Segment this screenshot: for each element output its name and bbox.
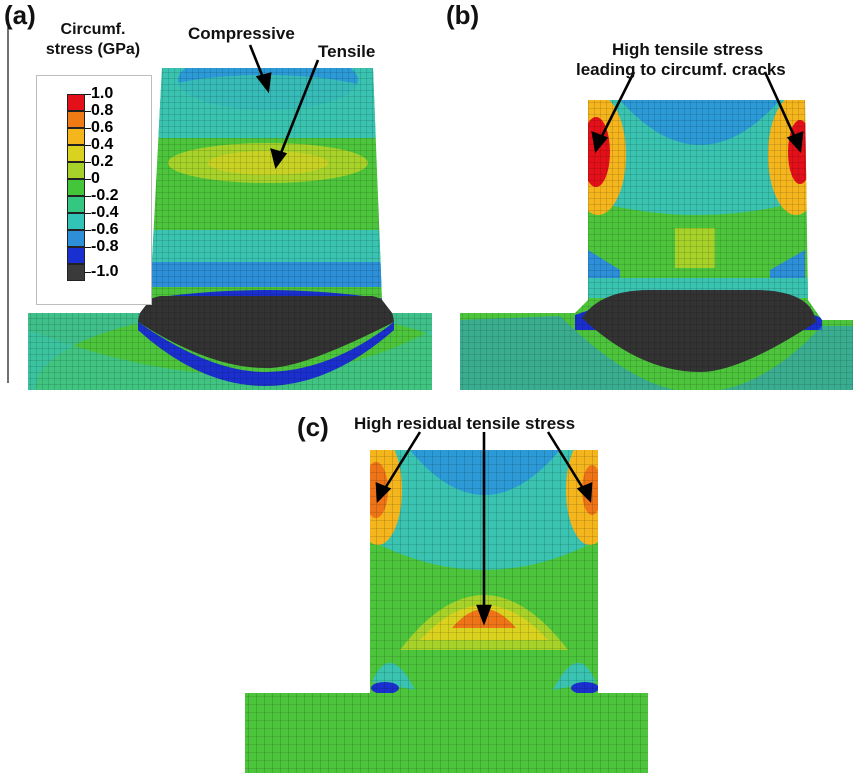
legend-title-line2: stress (GPa) [30,40,156,60]
residual-tensile-label: High residual tensile stress [354,414,575,434]
legend-tick-label: -0.4 [91,205,119,221]
legend-swatch [67,162,85,179]
panel-c-letter: (c) [297,412,329,443]
legend-swatch [67,179,85,196]
legend-tick-label: -0.2 [91,188,119,204]
legend-swatch [67,196,85,213]
legend-title: Circumf. stress (GPa) [30,20,156,60]
legend-tick-label: 0.8 [91,103,113,119]
legend-swatch [67,230,85,247]
tensile-label: Tensile [318,42,375,62]
legend-tick-label: -1.0 [91,264,119,280]
panel-b-letter: (b) [446,0,479,31]
legend-swatch [67,145,85,162]
legend-tick-label: 1.0 [91,86,113,102]
panel-c-plot [0,400,853,773]
legend-swatch [67,213,85,230]
high-tensile-label-line1: High tensile stress [612,40,763,60]
legend-swatch [67,264,85,281]
legend-tick-label: 0.2 [91,154,113,170]
legend-swatch [67,94,85,111]
legend-swatch [67,247,85,264]
legend-tick-label: -0.6 [91,222,119,238]
legend-tick-label: 0.4 [91,137,113,153]
compressive-label: Compressive [188,24,295,44]
legend-title-line1: Circumf. [30,20,156,40]
legend-tick-label: 0 [91,171,100,187]
legend-tick-label: -0.8 [91,239,119,255]
legend-swatch [67,111,85,128]
legend-tick-label: 0.6 [91,120,113,136]
high-tensile-label-line2: leading to circumf. cracks [576,60,786,80]
legend: 1.0 0.8 0.6 0.4 0.2 0 -0.2 -0.4 -0.6 -0.8 -1.0 [36,75,152,305]
legend-swatch [67,128,85,145]
